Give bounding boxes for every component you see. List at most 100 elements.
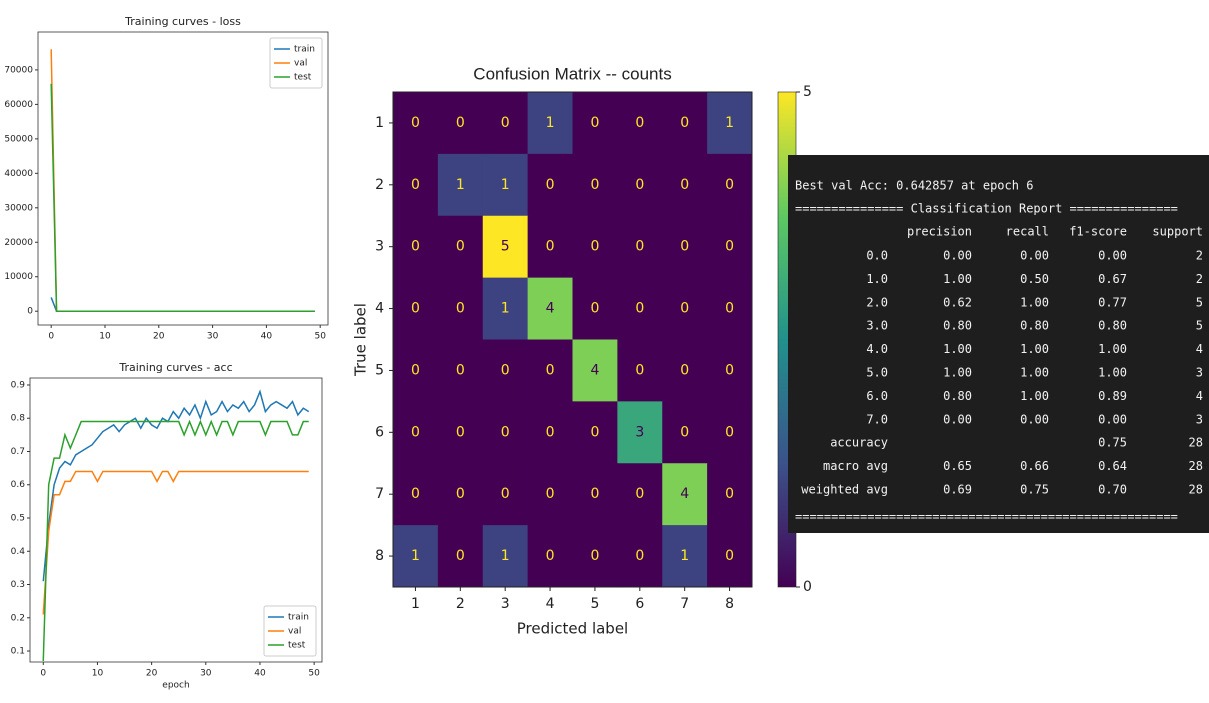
y-tick-label: 0.5 bbox=[11, 514, 25, 524]
y-tick-label: 0.7 bbox=[11, 447, 25, 457]
heat-cell bbox=[662, 525, 708, 588]
cell-label: 1 bbox=[456, 177, 465, 193]
cell-label: 0 bbox=[411, 177, 420, 193]
row-label: 3.0 bbox=[866, 319, 888, 333]
heat-cell bbox=[393, 92, 439, 155]
cell-label: 0 bbox=[456, 486, 465, 502]
heat-cell bbox=[662, 92, 708, 155]
cell-label: 0 bbox=[725, 424, 734, 440]
report-cell: 0.64 bbox=[1098, 459, 1127, 473]
heat-cell bbox=[527, 401, 573, 464]
y-tick-label: 10000 bbox=[4, 272, 33, 282]
report-cell: 1.00 bbox=[943, 342, 972, 356]
heat-cell bbox=[437, 463, 484, 526]
cell-label: 0 bbox=[680, 424, 689, 440]
row-label: accuracy bbox=[830, 436, 888, 450]
report-cell: 0.70 bbox=[1098, 483, 1127, 497]
cell-label: 0 bbox=[546, 239, 555, 255]
heat-cell bbox=[662, 153, 708, 217]
report-cell: 0.65 bbox=[943, 459, 972, 473]
cell-label: 0 bbox=[546, 548, 555, 564]
cell-label: 0 bbox=[546, 486, 555, 502]
row-label: 7.0 bbox=[866, 412, 888, 426]
y-tick-label: 70000 bbox=[4, 65, 33, 75]
cell-label: 0 bbox=[590, 424, 599, 440]
report-cell: 1.00 bbox=[1098, 366, 1127, 380]
cell-label: 0 bbox=[635, 177, 644, 193]
report-cell: 0.75 bbox=[1098, 436, 1127, 450]
heat-cell bbox=[617, 525, 663, 588]
report-cell: 0.00 bbox=[943, 249, 972, 263]
report-cell: 0.89 bbox=[1098, 389, 1127, 403]
report-cell: 0.69 bbox=[943, 483, 972, 497]
report-background bbox=[788, 155, 1209, 533]
cell-label: 0 bbox=[411, 301, 420, 317]
y-tick-label: 30000 bbox=[4, 203, 33, 213]
row-label: 2.0 bbox=[866, 295, 888, 309]
heat-cell bbox=[437, 215, 484, 279]
y-tick-label: 5 bbox=[375, 362, 384, 378]
heat-cell bbox=[662, 277, 708, 340]
y-tick-label: 0.3 bbox=[11, 580, 25, 590]
column-header: f1-score bbox=[1069, 225, 1127, 239]
report-cell: 1.00 bbox=[943, 272, 972, 286]
heat-cell bbox=[617, 339, 663, 402]
report-title: =============== Classification Report ==… bbox=[795, 202, 1178, 216]
legend-box bbox=[263, 605, 317, 657]
heat-cell bbox=[617, 92, 663, 155]
cell-label: 3 bbox=[635, 424, 644, 440]
legend-label: train bbox=[288, 613, 309, 623]
cell-label: 5 bbox=[501, 239, 510, 255]
cell-label: 0 bbox=[546, 362, 555, 378]
cell-label: 0 bbox=[411, 362, 420, 378]
y-tick-label: 0.8 bbox=[11, 414, 26, 424]
heat-cell bbox=[572, 339, 618, 402]
report-cell: 2 bbox=[1196, 249, 1203, 263]
report-cell: 28 bbox=[1189, 483, 1203, 497]
heat-cell bbox=[393, 401, 439, 464]
y-tick-label: 40000 bbox=[4, 169, 33, 179]
heat-cell bbox=[572, 401, 618, 464]
report-cell: 3 bbox=[1196, 366, 1203, 380]
column-header: precision bbox=[907, 225, 972, 239]
report-cell: 1.00 bbox=[1020, 366, 1049, 380]
cell-label: 4 bbox=[590, 362, 599, 378]
cell-label: 0 bbox=[411, 115, 420, 131]
x-tick-label: 10 bbox=[92, 669, 104, 679]
heat-cell bbox=[393, 525, 439, 588]
chart-title: Confusion Matrix -- counts bbox=[473, 64, 671, 83]
chart-title: Training curves - loss bbox=[124, 15, 241, 28]
cell-label: 0 bbox=[635, 486, 644, 502]
heat-cell bbox=[662, 401, 708, 464]
plot-frame bbox=[392, 91, 753, 588]
legend-box bbox=[269, 37, 323, 89]
heat-cell bbox=[482, 401, 529, 464]
heat-cell bbox=[482, 463, 529, 526]
report-cell: 1.00 bbox=[1020, 295, 1049, 309]
row-label: 5.0 bbox=[866, 366, 888, 380]
heat-cell bbox=[572, 463, 618, 526]
cell-label: 0 bbox=[635, 548, 644, 564]
heat-cell bbox=[707, 277, 753, 340]
heat-cell bbox=[572, 277, 618, 340]
y-tick-label: 3 bbox=[375, 239, 384, 255]
y-tick-label: 50000 bbox=[4, 134, 33, 144]
heat-cell bbox=[437, 339, 484, 402]
report-cell: 2 bbox=[1196, 272, 1203, 286]
x-tick-label: 0 bbox=[48, 332, 54, 342]
row-label: 0.0 bbox=[866, 249, 888, 263]
heat-cell bbox=[482, 525, 529, 588]
report-cell: 0.67 bbox=[1098, 272, 1127, 286]
cell-label: 0 bbox=[635, 301, 644, 317]
y-tick-label: 0.6 bbox=[11, 480, 26, 490]
x-tick-label: 3 bbox=[501, 596, 510, 612]
x-tick-label: 40 bbox=[261, 332, 273, 342]
heat-cell bbox=[527, 339, 573, 402]
report-cell: 1.00 bbox=[1020, 389, 1049, 403]
heat-cell bbox=[617, 277, 663, 340]
cell-label: 1 bbox=[501, 548, 510, 564]
heat-cell bbox=[707, 463, 753, 526]
heat-cell bbox=[617, 153, 663, 217]
heat-cell bbox=[527, 463, 573, 526]
x-tick-label: 6 bbox=[635, 596, 644, 612]
